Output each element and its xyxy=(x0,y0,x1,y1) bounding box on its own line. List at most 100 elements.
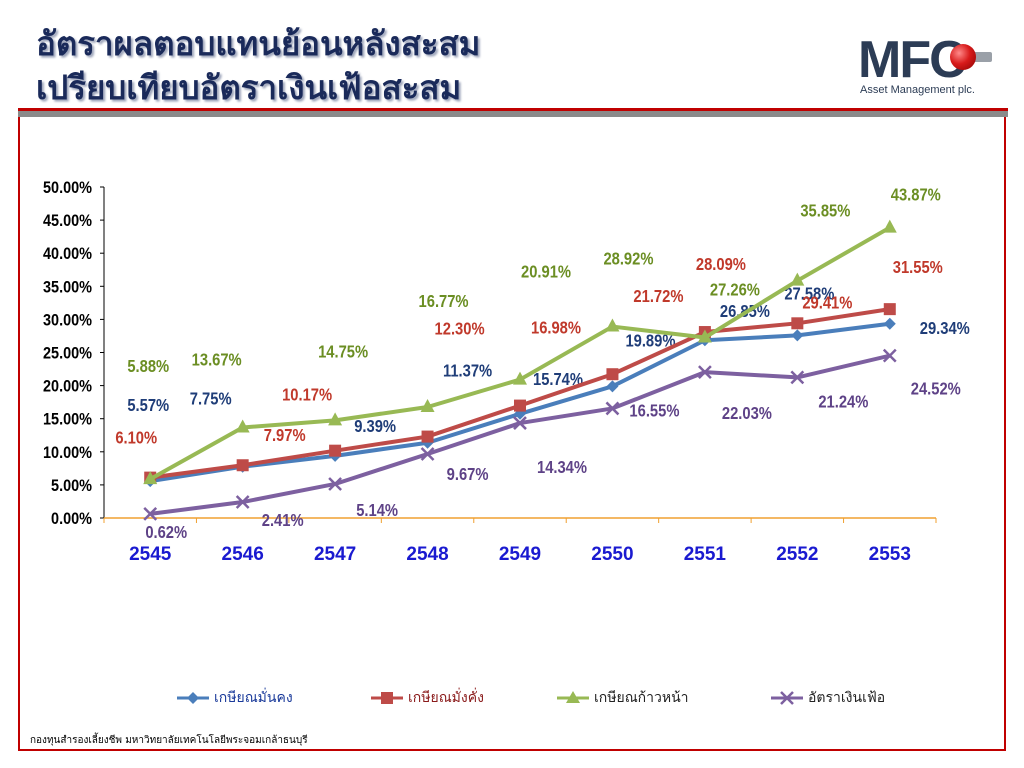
series-4-point xyxy=(698,365,712,380)
y-tick-label: 20.00% xyxy=(43,378,92,396)
legend-item: เกษียณก้าวหน้า xyxy=(556,683,689,713)
data-label: 5.88% xyxy=(127,357,169,377)
series-2-point xyxy=(421,430,434,443)
x-tick-label: 2546 xyxy=(222,544,264,565)
data-label: 10.17% xyxy=(282,385,332,405)
footer-text: กองทุนสำรองเลี้ยงชีพ มหาวิทยาลัยเทคโนโลย… xyxy=(30,735,308,746)
y-tick-label: 35.00% xyxy=(43,278,92,296)
y-tick-label: 15.00% xyxy=(43,411,92,429)
legend-swatch xyxy=(771,691,803,705)
data-label: 27.58% xyxy=(784,284,834,304)
y-tick-label: 5.00% xyxy=(51,477,92,495)
x-tick-label: 2551 xyxy=(684,544,727,565)
y-tick-label: 25.00% xyxy=(43,344,92,362)
data-label: 29.34% xyxy=(920,318,970,338)
series-3-point xyxy=(697,329,712,343)
data-label: 19.89% xyxy=(625,331,675,351)
header-divider-shadow xyxy=(18,110,1008,117)
data-label: 9.39% xyxy=(354,417,396,437)
data-label: 28.09% xyxy=(696,255,746,275)
data-label: 27.26% xyxy=(710,280,760,300)
logo-text: MFC xyxy=(858,31,967,89)
logo-ball-icon xyxy=(950,44,976,70)
data-label: 22.03% xyxy=(722,404,772,424)
series-3-point xyxy=(790,272,805,286)
legend-label: อัตราเงินเฟ้อ xyxy=(808,690,886,706)
series-4-point xyxy=(882,348,897,363)
content-frame xyxy=(18,117,1006,751)
x-tick-label: 2545 xyxy=(129,544,172,565)
data-label: 21.72% xyxy=(633,287,683,307)
series-2-point xyxy=(791,317,804,330)
data-label: 14.75% xyxy=(318,342,368,362)
legend-label: เกษียณก้าวหน้า xyxy=(594,690,689,706)
legend-swatch xyxy=(177,692,209,704)
slide-title: อัตราผลตอบแทนย้อนหลังสะสม เปรียบเทียบอัต… xyxy=(36,22,480,110)
data-label: 11.37% xyxy=(443,361,493,381)
data-label: 15.74% xyxy=(533,369,583,389)
series-3-point xyxy=(420,398,435,412)
logo-subtitle: Asset Management plc. xyxy=(860,84,975,96)
series-4-point xyxy=(235,495,250,509)
data-label: 28.92% xyxy=(603,249,653,269)
series-4-point xyxy=(605,401,620,416)
x-tick-label: 2553 xyxy=(869,544,911,565)
data-label: 14.34% xyxy=(537,458,587,478)
data-label: 21.24% xyxy=(818,392,868,412)
y-tick-label: 0.00% xyxy=(51,510,92,528)
data-label: 35.85% xyxy=(800,201,850,221)
data-label: 20.91% xyxy=(521,262,571,282)
x-tick-label: 2547 xyxy=(314,544,356,565)
series-3-point xyxy=(235,419,250,433)
data-label: 5.57% xyxy=(127,396,169,416)
legend-label: เกษียณมั่งคั่ง xyxy=(408,690,484,706)
legend-item: อัตราเงินเฟ้อ xyxy=(770,683,885,713)
series-2-point xyxy=(883,303,896,316)
x-tick-label: 2548 xyxy=(406,544,448,565)
y-tick-label: 10.00% xyxy=(43,444,92,462)
series-3-point xyxy=(882,219,897,233)
series-3-point xyxy=(143,471,158,485)
series-4-point xyxy=(328,477,342,491)
data-label: 43.87% xyxy=(891,185,941,205)
data-label: 16.98% xyxy=(531,318,581,338)
data-label: 16.55% xyxy=(629,401,679,421)
legend-swatch xyxy=(371,692,403,704)
series-3-point xyxy=(513,371,527,385)
x-tick-label: 2550 xyxy=(591,544,633,565)
data-label: 24.52% xyxy=(911,379,961,399)
data-label: 12.30% xyxy=(435,319,485,339)
series-1-point xyxy=(606,380,619,393)
series-2-point xyxy=(236,459,249,472)
x-tick-label: 2552 xyxy=(776,544,818,565)
series-4-point xyxy=(420,447,435,461)
legend-item: เกษียณมั่นคง xyxy=(176,683,293,713)
series-3-point xyxy=(328,412,343,426)
legend-item: เกษียณมั่งคั่ง xyxy=(370,683,484,713)
series-4-point xyxy=(790,370,805,385)
data-label: 5.14% xyxy=(356,501,398,521)
data-label: 29.41% xyxy=(802,293,852,313)
title-line-1: อัตราผลตอบแทนย้อนหลังสะสม xyxy=(36,24,481,63)
series-4-point xyxy=(513,416,527,430)
data-label: 16.77% xyxy=(419,292,469,312)
series-3-point xyxy=(605,318,620,332)
data-label: 13.67% xyxy=(192,350,242,370)
company-logo: MFC Asset Management plc. xyxy=(858,34,998,100)
series-4-point xyxy=(143,507,158,521)
y-tick-label: 30.00% xyxy=(43,311,92,329)
x-tick-label: 2549 xyxy=(499,544,541,565)
data-label: 7.75% xyxy=(190,389,232,409)
data-label: 0.62% xyxy=(145,523,187,543)
y-tick-label: 50.00% xyxy=(43,179,92,197)
y-tick-label: 40.00% xyxy=(43,245,92,263)
data-label: 31.55% xyxy=(893,258,943,278)
title-line-2: เปรียบเทียบอัตราเงินเฟ้อสะสม xyxy=(36,68,462,107)
header-divider xyxy=(18,108,1008,111)
series-1-point xyxy=(791,329,804,342)
logo-bar-shape xyxy=(964,52,992,62)
series-2-point xyxy=(514,399,526,412)
series-line-3 xyxy=(149,225,891,481)
legend-label: เกษียณมั่นคง xyxy=(214,690,293,706)
